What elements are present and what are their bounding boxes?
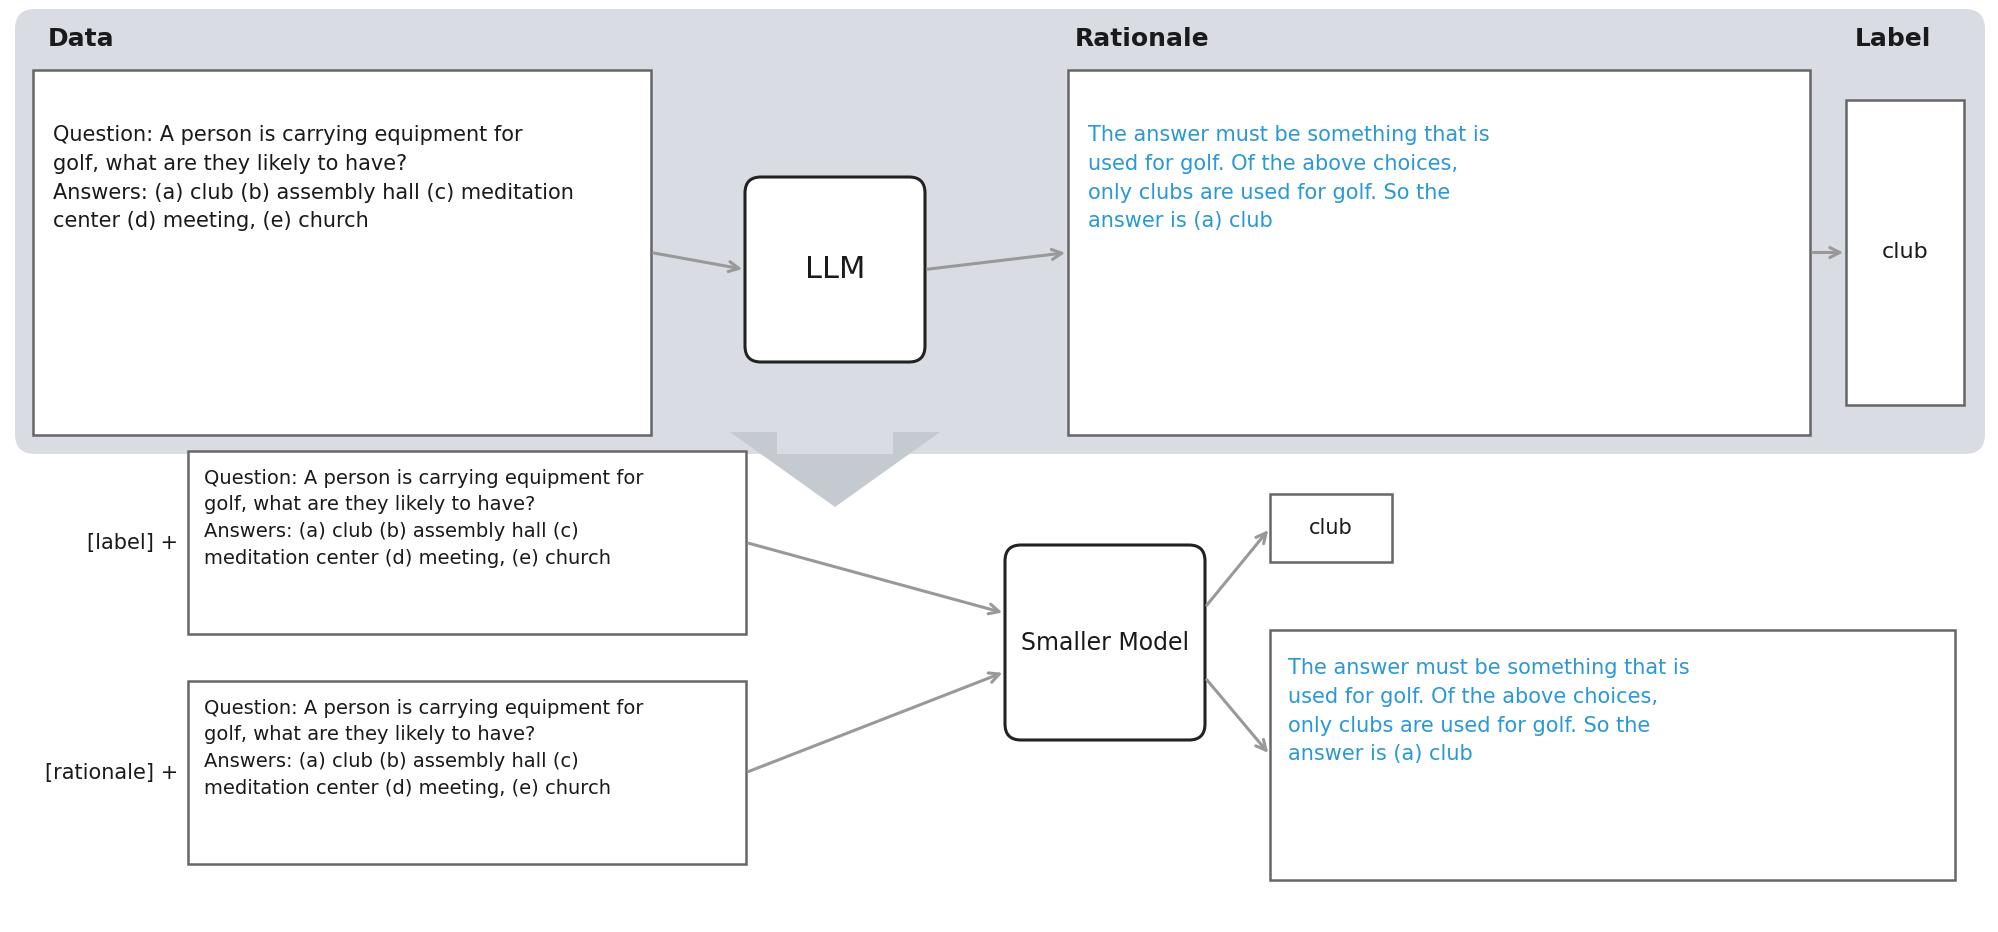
Text: Smaller Model: Smaller Model: [1021, 631, 1189, 654]
Bar: [1269, 630, 1954, 880]
Bar: [188, 451, 745, 634]
FancyBboxPatch shape: [1005, 545, 1205, 740]
Text: [rationale] +: [rationale] +: [44, 762, 178, 783]
Text: Question: A person is carrying equipment for
golf, what are they likely to have?: Question: A person is carrying equipment…: [204, 699, 643, 798]
Text: LLM: LLM: [805, 255, 865, 284]
Text: Question: A person is carrying equipment for
golf, what are they likely to have?: Question: A person is carrying equipment…: [54, 125, 573, 231]
Text: club: club: [1880, 242, 1928, 263]
Bar: [34, 70, 651, 435]
Text: [label] +: [label] +: [86, 532, 178, 553]
Text: club: club: [1309, 518, 1353, 538]
Text: The answer must be something that is
used for golf. Of the above choices,
only c: The answer must be something that is use…: [1287, 658, 1688, 764]
Text: Rationale: Rationale: [1075, 27, 1209, 51]
FancyBboxPatch shape: [745, 177, 925, 362]
Text: Label: Label: [1854, 27, 1930, 51]
Text: Data: Data: [48, 27, 114, 51]
Text: The answer must be something that is
used for golf. Of the above choices,
only c: The answer must be something that is use…: [1087, 125, 1489, 231]
Text: Question: A person is carrying equipment for
golf, what are they likely to have?: Question: A person is carrying equipment…: [204, 469, 643, 568]
Bar: [1067, 70, 1808, 435]
Bar: [1269, 494, 1391, 562]
Bar: [1844, 100, 1962, 405]
FancyBboxPatch shape: [16, 9, 1984, 454]
Bar: [188, 681, 745, 864]
Polygon shape: [729, 432, 939, 507]
